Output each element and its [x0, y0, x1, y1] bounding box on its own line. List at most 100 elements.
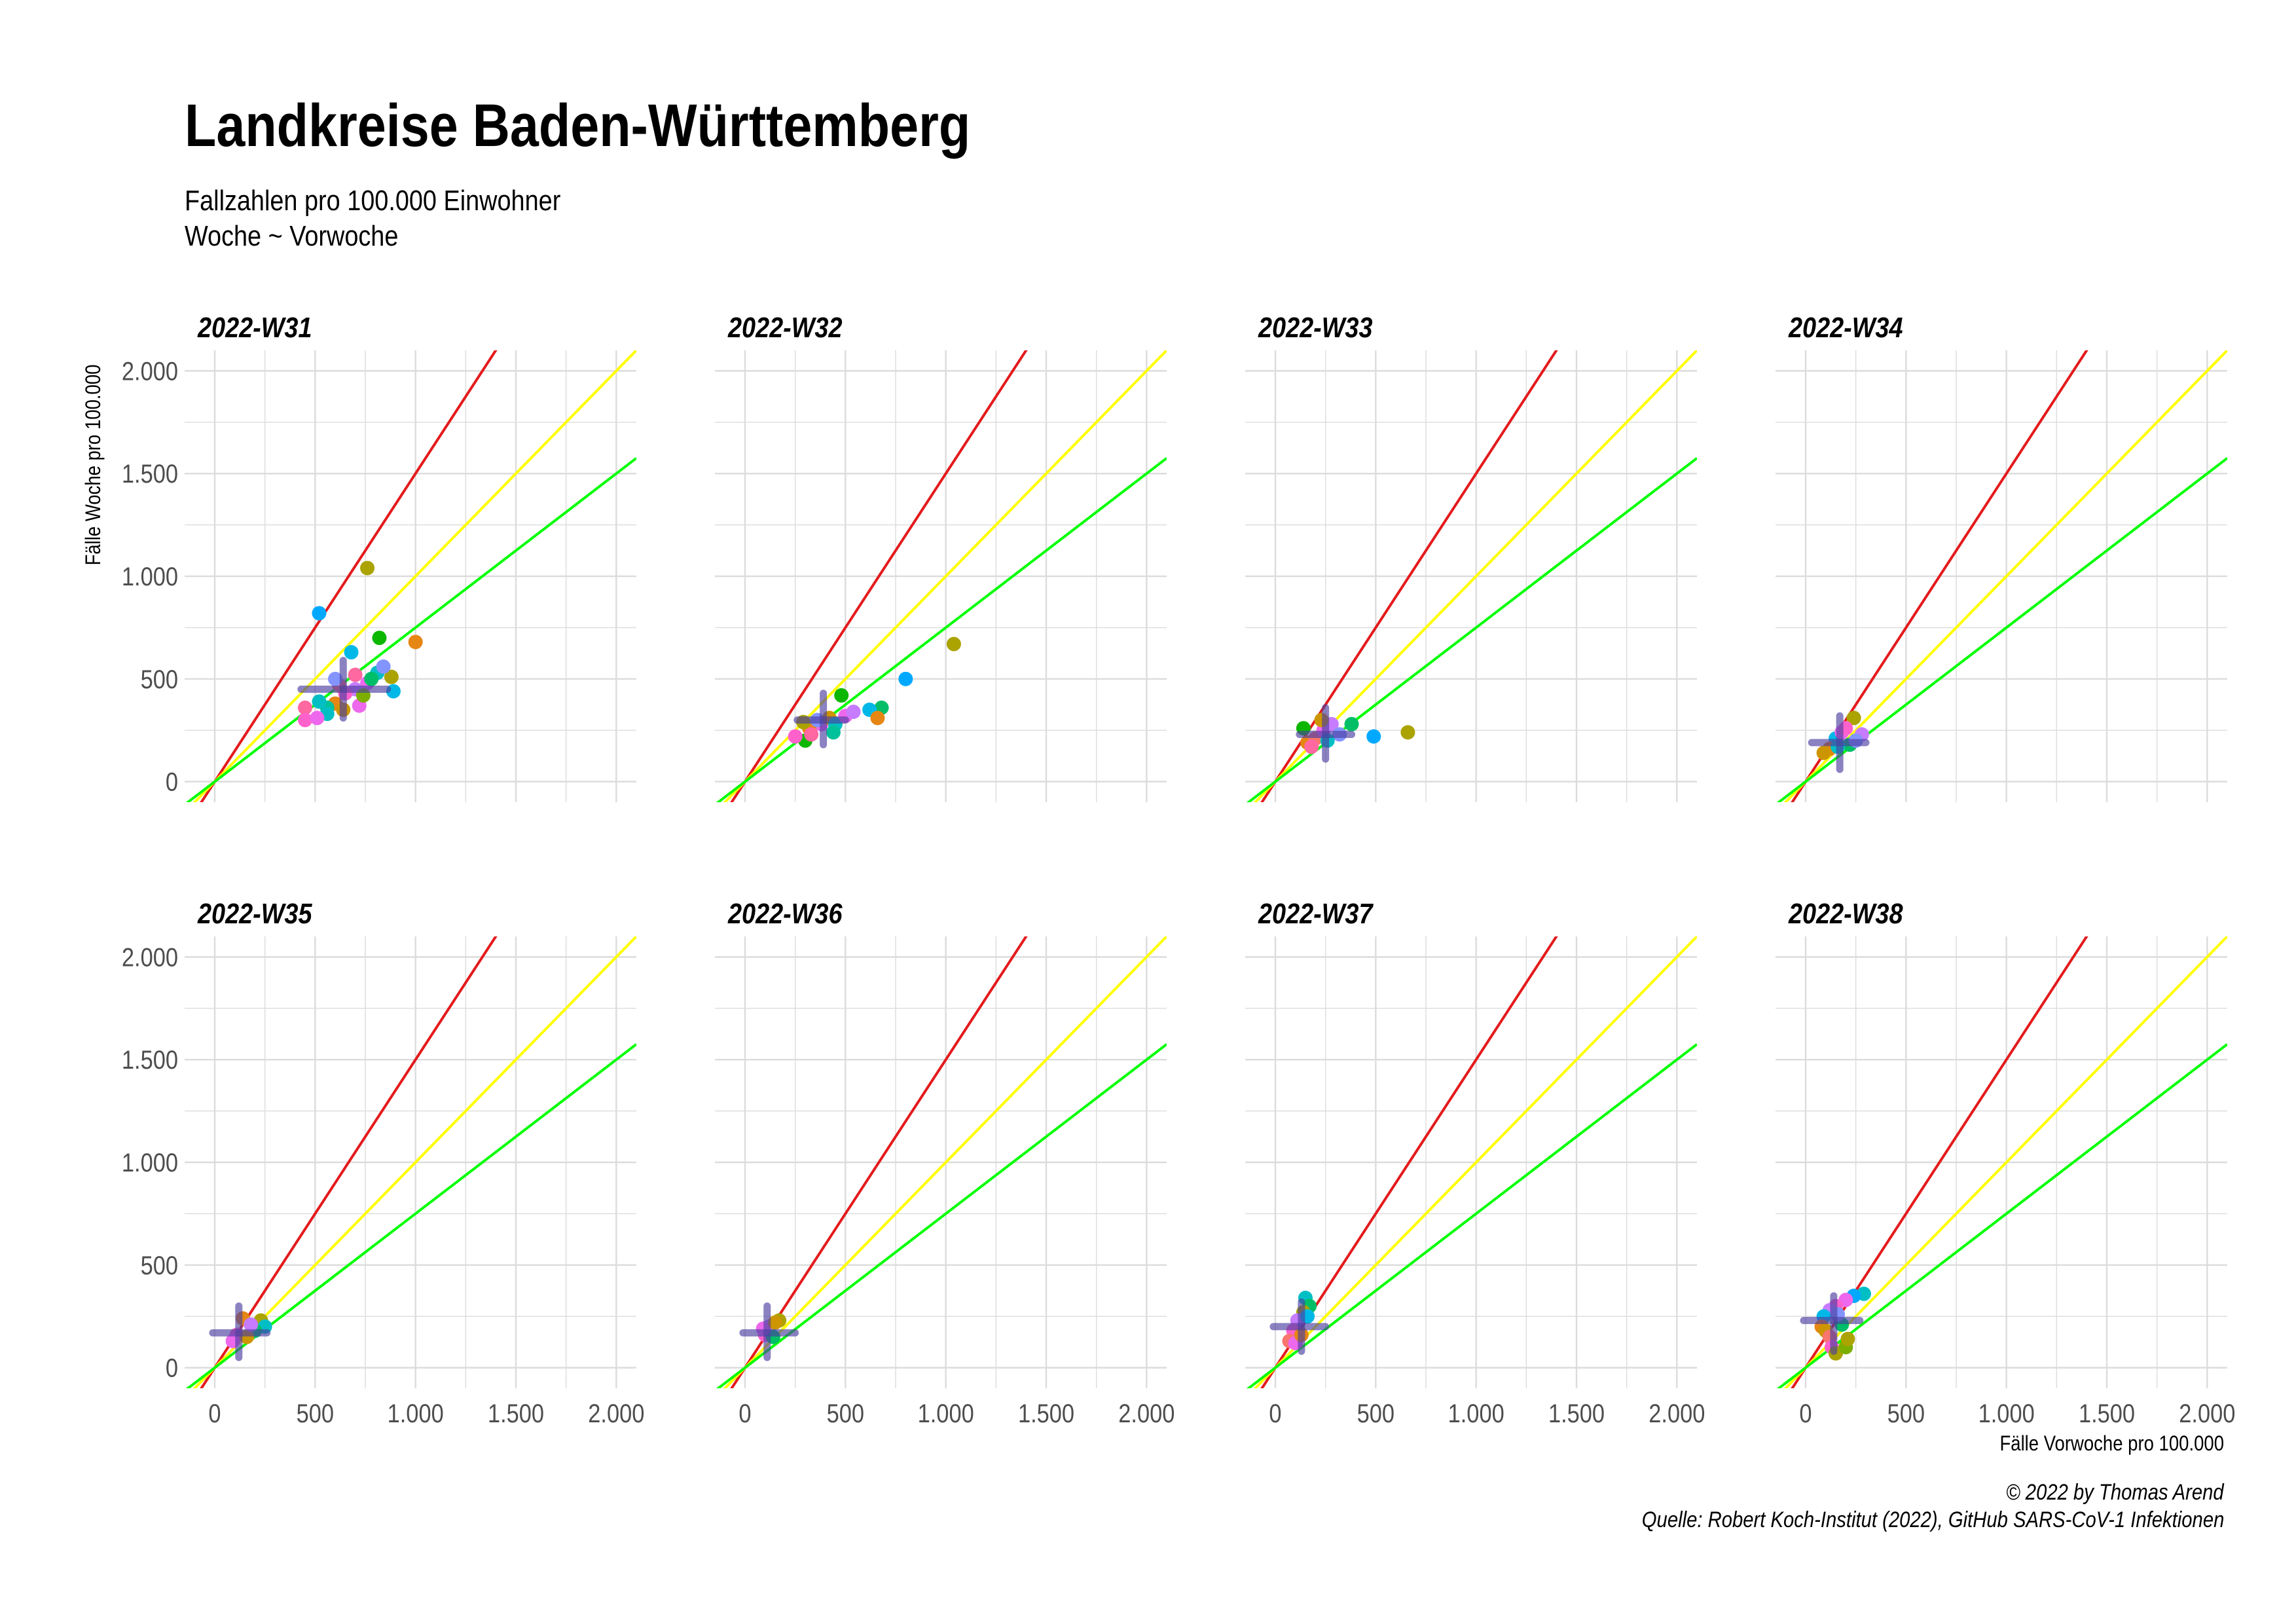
panel-title: 2022-W37	[1258, 897, 1374, 929]
data-point	[310, 710, 325, 726]
panel-title: 2022-W34	[1788, 311, 1903, 343]
reference-lines	[716, 350, 1167, 802]
mean-cross	[1800, 1292, 1864, 1356]
panel-grid	[185, 936, 636, 1388]
data-point	[898, 671, 913, 686]
y-tick-label: 500	[141, 664, 178, 693]
x-tick-label: 1.500	[488, 1399, 544, 1428]
x-tick-label: 2.000	[588, 1399, 644, 1428]
data-point	[788, 729, 803, 744]
data-point	[408, 635, 423, 650]
data-points	[298, 561, 423, 728]
reference-line-green	[185, 457, 636, 802]
facet-panel-2022-W34: 2022-W34	[1776, 311, 2227, 802]
mean-cross	[297, 657, 392, 722]
data-point	[312, 606, 327, 621]
y-tick-label: 1.000	[122, 1148, 178, 1177]
facet-panel-2022-W37: 2022-W37 0 500 1.000 1.500 2.000	[1245, 897, 1705, 1428]
reference-line-yellow	[723, 350, 1167, 802]
data-point	[1304, 739, 1319, 754]
x-tick-label: 500	[1357, 1399, 1394, 1428]
facet-panel-2022-W32: 2022-W32	[715, 311, 1167, 802]
y-tick-label: 500	[141, 1250, 178, 1280]
data-point	[348, 667, 363, 682]
data-point	[1366, 729, 1381, 744]
data-point	[372, 631, 387, 646]
reference-line-red	[730, 350, 1028, 802]
data-point	[328, 671, 342, 686]
data-point	[244, 1317, 259, 1332]
data-point	[376, 659, 391, 674]
x-tick-label: 500	[297, 1399, 334, 1428]
reference-line-red	[730, 936, 1028, 1388]
reference-line-yellow	[723, 936, 1167, 1388]
y-tick-label: 1.500	[122, 1045, 178, 1075]
data-point	[298, 700, 312, 715]
reference-line-yellow	[1253, 936, 1697, 1388]
y-tick-label: 1.000	[122, 562, 178, 591]
y-tick-label: 2.000	[122, 356, 178, 386]
x-tick-label: 1.500	[2079, 1399, 2135, 1428]
panel-title: 2022-W32	[727, 311, 843, 343]
reference-line-green	[716, 1043, 1167, 1388]
x-tick-label: 1.500	[1548, 1399, 1605, 1428]
data-point	[1344, 716, 1359, 731]
data-point	[364, 671, 379, 686]
x-tick-label: 500	[1887, 1399, 1925, 1428]
data-point	[298, 712, 312, 728]
x-tick-label: 0	[738, 1399, 751, 1428]
reference-line-red	[1260, 350, 1558, 802]
mean-cross	[793, 690, 849, 748]
mean-cross	[209, 1302, 271, 1361]
reference-lines	[1246, 350, 1697, 802]
panel-grid	[715, 350, 1167, 802]
y-tick-label: 1.500	[122, 459, 178, 489]
panel-title: 2022-W38	[1788, 897, 1903, 929]
panel-title: 2022-W31	[197, 311, 312, 343]
facet-panel-2022-W38: 2022-W38 0 500 1.000 1.500 2.000	[1776, 897, 2235, 1428]
panel-grid	[1776, 350, 2227, 802]
x-tick-label: 2.000	[2179, 1399, 2235, 1428]
facet-panel-2022-W36: 2022-W36 0 500 1.000 1.500 2.000	[715, 897, 1175, 1428]
x-axis-title: Fälle Vorwoche pro 100.000	[1999, 1432, 2224, 1455]
x-tick-label: 0	[208, 1399, 221, 1428]
data-point	[344, 645, 359, 660]
reference-lines	[716, 936, 1167, 1388]
data-points	[788, 637, 961, 748]
data-point	[834, 688, 849, 703]
x-tick-label: 500	[827, 1399, 864, 1428]
mean-cross	[1808, 712, 1870, 773]
panel-title: 2022-W36	[727, 897, 843, 929]
reference-lines	[185, 350, 636, 802]
caption-copyright: © 2022 by Thomas Arend	[2006, 1480, 2224, 1505]
data-point	[360, 561, 375, 576]
data-point	[384, 669, 399, 684]
data-point	[1400, 725, 1415, 740]
facet-panel-2022-W33: 2022-W33	[1245, 311, 1697, 802]
data-point	[846, 705, 861, 719]
data-point	[946, 637, 961, 652]
x-tick-label: 1.000	[1448, 1399, 1504, 1428]
x-tick-label: 0	[1269, 1399, 1281, 1428]
y-tick-label: 0	[166, 767, 178, 796]
chart-subtitle-line-1: Fallzahlen pro 100.000 Einwohner	[185, 185, 561, 217]
x-tick-label: 1.000	[388, 1399, 444, 1428]
reference-line-red	[200, 936, 498, 1388]
data-point	[1816, 745, 1831, 760]
facet-panel-2022-W31: 2022-W31 0 500 1.000 1.500 2.000	[122, 311, 636, 802]
data-point	[870, 710, 885, 726]
data-point	[768, 1315, 782, 1330]
mean-cross	[1269, 1298, 1330, 1356]
x-tick-label: 1.000	[1978, 1399, 2035, 1428]
y-tick-label: 0	[166, 1353, 178, 1382]
panel-grid	[1776, 936, 2227, 1388]
reference-line-green	[1246, 457, 1697, 802]
mean-cross	[739, 1302, 799, 1361]
data-point	[804, 727, 819, 742]
data-point	[1846, 710, 1861, 726]
caption-source: Quelle: Robert Koch-Institut (2022), Git…	[1641, 1507, 2224, 1532]
chart-title: Landkreise Baden-Württemberg	[185, 92, 971, 159]
x-tick-label: 2.000	[1118, 1399, 1175, 1428]
x-tick-label: 0	[1799, 1399, 1812, 1428]
